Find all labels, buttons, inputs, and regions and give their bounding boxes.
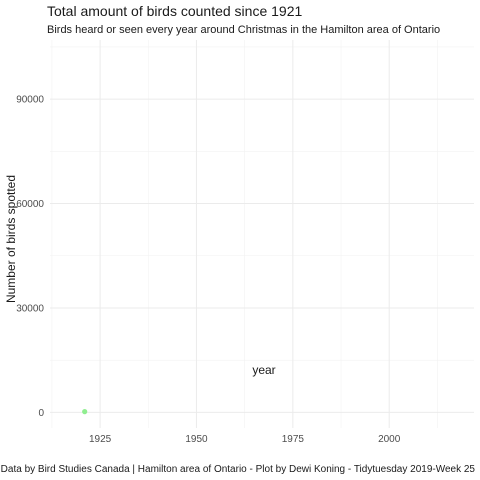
- chart-title: Total amount of birds counted since 1921: [47, 3, 302, 19]
- data-points: [82, 409, 88, 415]
- x-axis-label: year: [252, 363, 275, 377]
- x-tick-label: 1950: [185, 434, 208, 445]
- chart-subtitle: Birds heard or seen every year around Ch…: [47, 24, 440, 36]
- y-tick-label: 60000: [16, 199, 44, 210]
- y-axis-label: Number of birds spotted: [4, 175, 18, 303]
- y-tick-label: 30000: [16, 303, 44, 314]
- y-tick-label: 0: [38, 408, 44, 419]
- x-tick-label: 2000: [378, 434, 401, 445]
- chart-caption: Data by Bird Studies Canada | Hamilton a…: [1, 464, 476, 475]
- x-tick-label: 1925: [89, 434, 112, 445]
- data-point: [82, 409, 88, 415]
- y-tick-label: 90000: [16, 95, 44, 106]
- x-tick-label: 1975: [282, 434, 305, 445]
- x-axis-ticks: 1925 1950 1975 2000: [89, 434, 401, 445]
- y-axis-ticks: 0 30000 60000 90000: [16, 95, 44, 419]
- plot-grid: [50, 40, 474, 428]
